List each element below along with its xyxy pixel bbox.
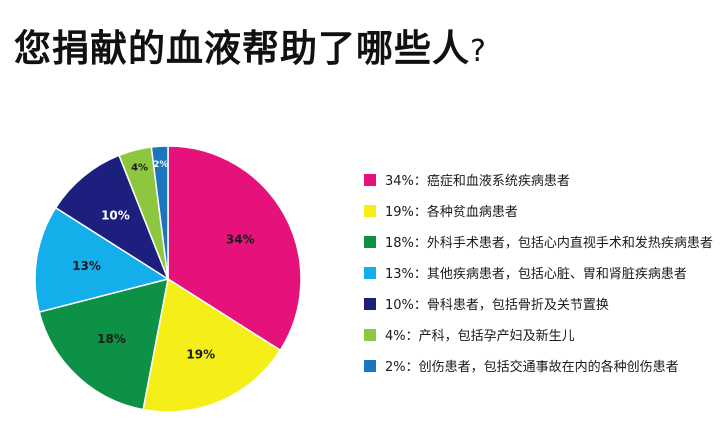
legend-swatch — [364, 328, 376, 341]
pie-slice-1 — [142, 277, 282, 413]
legend-label: 18%：外科手术患者，包括心内直视手术和发热疾病患者 — [385, 236, 713, 251]
legend-item: 10%：骨科患者，包括骨折及关节置换 — [364, 288, 713, 319]
legend-item: 34%：癌症和血液系统疾病患者 — [364, 164, 713, 195]
legend-label: 19%：各种贫血病患者 — [385, 205, 518, 220]
legend-item: 18%：外科手术患者，包括心内直视手术和发热疾病患者 — [364, 226, 713, 257]
pie-slice-0 — [167, 145, 302, 352]
pie-slice-6 — [150, 145, 169, 280]
legend-label: 10%：骨科患者，包括骨折及关节置换 — [385, 298, 609, 313]
legend-item: 2%：创伤患者，包括交通事故在内的各种创伤患者 — [364, 350, 713, 381]
title-question-mark: ? — [470, 34, 487, 69]
legend-swatch — [364, 173, 376, 186]
legend-item: 13%：其他疾病患者，包括心脏、胃和肾脏疾病患者 — [364, 257, 713, 288]
slice-label-0: 34% — [226, 232, 255, 246]
page-title: 您捐献的血液帮助了哪些人? — [14, 18, 487, 72]
chart-legend: 34%：癌症和血液系统疾病患者 19%：各种贫血病患者 18%：外科手术患者，包括心… — [364, 164, 713, 381]
title-text: 您捐献的血液帮助了哪些人 — [14, 27, 470, 70]
legend-item: 19%：各种贫血病患者 — [364, 195, 713, 226]
legend-swatch — [364, 235, 376, 248]
legend-label: 2%：创伤患者，包括交通事故在内的各种创伤患者 — [385, 360, 679, 375]
pie-slice-2 — [38, 277, 169, 411]
pie-slice-3 — [34, 206, 170, 313]
legend-swatch — [364, 297, 376, 310]
legend-label: 4%：产科，包括孕产妇及新生儿 — [385, 329, 575, 344]
legend-item: 4%：产科，包括孕产妇及新生儿 — [364, 319, 713, 350]
slice-label-1: 19% — [186, 348, 215, 362]
slice-label-2: 18% — [97, 332, 126, 346]
legend-swatch — [364, 359, 376, 372]
slice-label-6: 2% — [153, 160, 168, 170]
slice-label-4: 10% — [101, 208, 130, 222]
legend-swatch — [364, 204, 376, 217]
legend-label: 13%：其他疾病患者，包括心脏、胃和肾脏疾病患者 — [385, 267, 687, 282]
pie-slice-4 — [54, 154, 170, 281]
legend-swatch — [364, 266, 376, 279]
slice-label-5: 4% — [131, 163, 148, 174]
legend-label: 34%：癌症和血液系统疾病患者 — [385, 174, 570, 189]
slice-label-3: 13% — [72, 259, 101, 273]
